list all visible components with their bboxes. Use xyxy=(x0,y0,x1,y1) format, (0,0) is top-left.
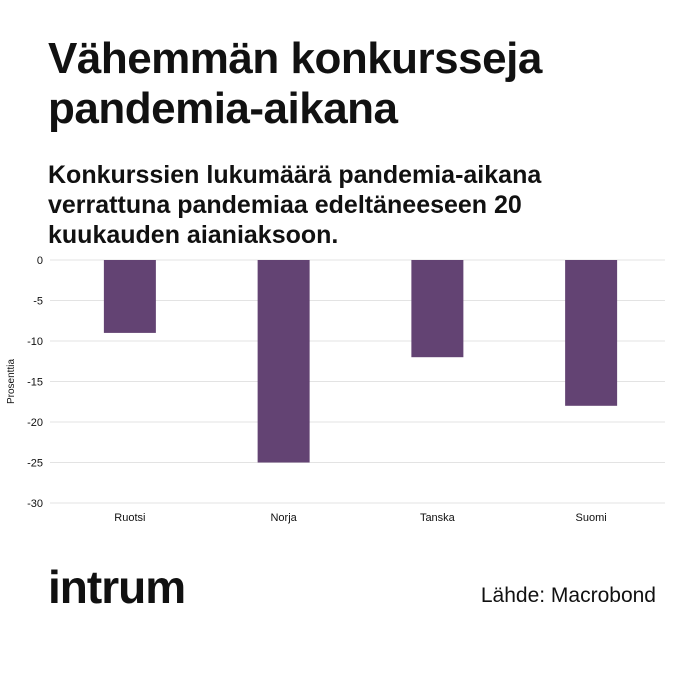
x-tick-label: Ruotsi xyxy=(114,512,145,524)
bar-tanska xyxy=(411,260,464,358)
intrum-logo: intrum xyxy=(48,561,186,613)
y-axis-label: Prosenttia xyxy=(6,359,17,404)
y-tick-label: -20 xyxy=(27,417,43,429)
y-tick-label: -5 xyxy=(33,296,43,308)
bar-suomi xyxy=(565,260,618,406)
x-tick-label: Norja xyxy=(270,512,297,524)
chart-subtitle: Konkurssien lukumäärä pandemia-aikana ve… xyxy=(48,161,542,249)
y-tick-label: 0 xyxy=(37,255,43,267)
source-note: Lähde: Macrobond xyxy=(480,584,656,607)
y-tick-label: -10 xyxy=(27,336,43,348)
chart-title: Vähemmän konkursseja pandemia-aikana xyxy=(48,34,542,133)
x-tick-label: Tanska xyxy=(420,512,456,524)
y-tick-label: -15 xyxy=(27,377,43,389)
y-tick-label: -30 xyxy=(27,498,43,510)
y-tick-label: -25 xyxy=(27,458,43,470)
bar-chart: 0 -5 -10 -15 -20 -25 -30 Prosenttia Ruotsi Norja T… xyxy=(6,255,665,524)
bar-ruotsi xyxy=(103,260,156,333)
bar-norja xyxy=(257,260,310,463)
x-tick-label: Suomi xyxy=(576,512,607,524)
